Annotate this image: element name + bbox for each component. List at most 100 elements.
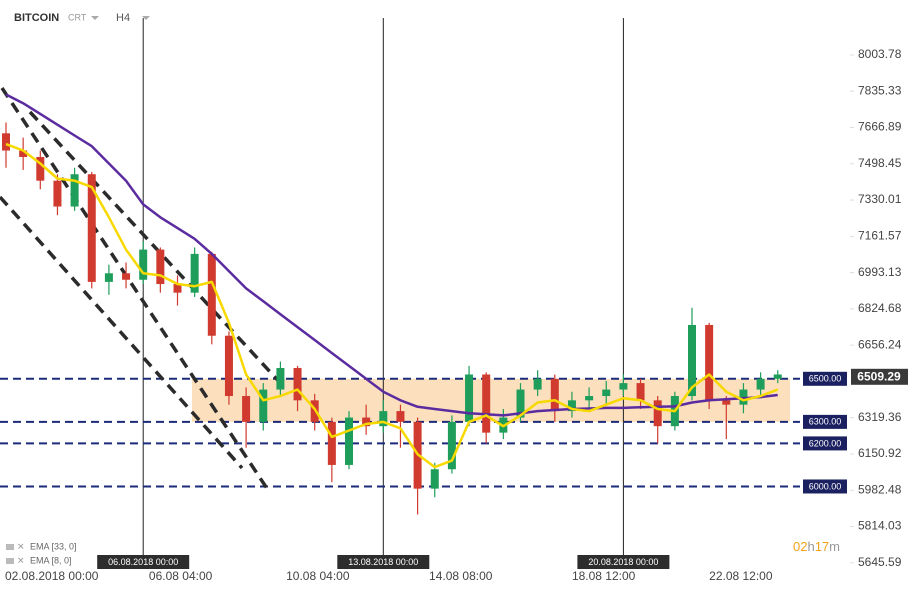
- legend-close: ✕: [17, 541, 25, 551]
- candle-body: [722, 400, 731, 405]
- level-label-bg: [803, 479, 847, 494]
- candle-body: [122, 273, 131, 280]
- labels-group: 8003.78 7835.33 7666.89 7498.45 7330.01 7161.…: [5, 47, 908, 583]
- candle-body: [430, 469, 439, 489]
- candle-body: [636, 383, 645, 401]
- ema-line: [5, 142, 779, 469]
- vline-label: 06.08.2018 00:00: [108, 557, 178, 567]
- level-label-bg: [803, 371, 847, 386]
- candle-body: [327, 421, 336, 465]
- candle-body: [259, 389, 268, 422]
- y-tick-label: 7161.57: [858, 229, 902, 243]
- level-label: 6500.00: [809, 374, 842, 384]
- timer-part: 17: [815, 539, 829, 554]
- candle-body: [756, 378, 765, 390]
- level-label: 6200.00: [809, 438, 842, 448]
- channel-line: [0, 195, 244, 470]
- candle-body: [53, 180, 62, 207]
- candle-body: [688, 324, 696, 397]
- timeframe[interactable]: H4: [116, 12, 130, 24]
- candle-body: [293, 368, 302, 401]
- candle-body: [482, 374, 491, 433]
- y-tick-label: 6993.13: [858, 265, 902, 279]
- candle-body: [653, 400, 662, 427]
- candle-body: [345, 417, 353, 465]
- x-tick-label: 22.08 12:00: [709, 569, 773, 583]
- y-tick-label: 6656.24: [858, 337, 902, 351]
- timer: 02h17m: [793, 539, 840, 554]
- candle-body: [602, 389, 611, 397]
- legend-entry: EMA [8, 0]: [30, 555, 72, 565]
- candle-body: [104, 273, 113, 282]
- vline-label: 13.08.2018 00:00: [348, 557, 418, 567]
- y-tick-label: 7835.33: [858, 83, 902, 97]
- level-label-bg: [803, 436, 847, 451]
- y-tick-label: 6150.92: [858, 446, 902, 460]
- last-price-bg: [851, 368, 908, 385]
- candle-body: [2, 133, 10, 151]
- candle-body: [156, 249, 165, 285]
- candle-body: [447, 421, 456, 470]
- ema-line: [5, 93, 778, 417]
- candle-body: [516, 389, 525, 418]
- sub[interactable]: CRT: [68, 12, 87, 22]
- dropdown-icon[interactable]: [91, 16, 99, 20]
- y-tick-label: 7666.89: [858, 120, 902, 134]
- candle-body: [533, 378, 542, 390]
- y-tick-label: 5645.59: [858, 555, 902, 569]
- candle-body: [36, 156, 45, 181]
- legend-entry: EMA [33, 0]: [30, 541, 77, 551]
- x-tick-label: 14.08 08:00: [429, 569, 493, 583]
- level-label: 6000.00: [809, 481, 842, 491]
- y-tick-label: 7498.45: [858, 156, 902, 170]
- y-tick-label: 5982.48: [858, 482, 902, 496]
- candle-body: [242, 396, 251, 422]
- x-tick-label: 10.08 04:00: [286, 569, 350, 583]
- y-tick-label: 7330.01: [858, 192, 902, 206]
- indicator-group: [5, 93, 779, 469]
- candle-body: [773, 374, 782, 379]
- legend-icon: [6, 558, 14, 564]
- level-label: 6300.00: [809, 417, 842, 427]
- candle-body: [396, 411, 405, 422]
- candle-body: [173, 284, 182, 293]
- dropdown-icon[interactable]: [142, 16, 150, 20]
- candle-body: [550, 378, 559, 412]
- y-tick-label: 8003.78: [858, 47, 902, 61]
- candle-body: [465, 374, 474, 422]
- candle-body: [224, 335, 233, 397]
- y-tick-label: 6824.68: [858, 301, 902, 315]
- vline-label-bg: [337, 555, 430, 569]
- timer-part: m: [829, 539, 840, 554]
- timer-part: 02: [793, 539, 807, 554]
- candle-body: [362, 417, 371, 427]
- vline-label: 20.08.2018 00:00: [588, 557, 658, 567]
- vline-label-bg: [577, 555, 670, 569]
- legend-icon: [6, 544, 14, 550]
- candle-body: [70, 174, 79, 207]
- vline-label-bg: [97, 555, 190, 569]
- last-price: 6509.29: [857, 369, 901, 383]
- symbol[interactable]: BITCOIN: [14, 12, 59, 24]
- candle-body: [379, 411, 388, 427]
- candle-body: [567, 400, 576, 412]
- candle-body: [87, 174, 96, 282]
- candle-body: [619, 383, 628, 390]
- candle-body: [207, 253, 216, 336]
- candle-body: [19, 150, 28, 157]
- candle-body: [276, 368, 285, 390]
- channel-line: [0, 87, 272, 494]
- y-tick-label: 6319.36: [858, 410, 902, 424]
- x-tick-label: 06.08 04:00: [149, 569, 213, 583]
- level-label-bg: [803, 414, 847, 429]
- candle-body: [585, 396, 594, 401]
- candle-body: [190, 253, 199, 293]
- grid-group: [0, 18, 854, 568]
- candle-body: [139, 249, 148, 280]
- x-tick-label: 02.08.2018 00:00: [5, 569, 99, 583]
- x-tick-label: 18.08 12:00: [572, 569, 636, 583]
- y-tick-label: 5814.03: [858, 519, 902, 533]
- legend-close: ✕: [17, 555, 25, 565]
